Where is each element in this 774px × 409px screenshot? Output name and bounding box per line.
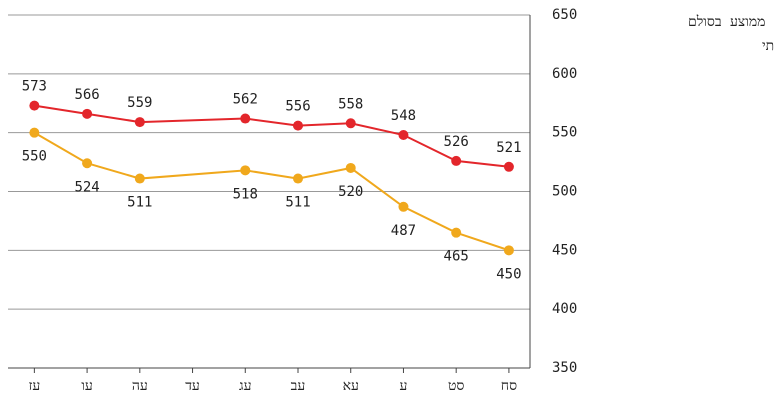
data-point [398,201,409,212]
data-point [134,173,145,184]
data-label: 558 [338,96,363,112]
data-label: 566 [74,87,99,103]
x-tick-label: עא [343,378,359,394]
data-point [82,108,93,119]
x-tick-label: עו [81,378,93,394]
data-point [503,161,514,172]
data-label: 520 [338,184,363,200]
series-line [34,104,510,168]
y-tick-label: 350 [552,360,577,376]
x-tick-label: עד [185,378,200,394]
x-tick-label: עב [291,378,306,394]
data-label: 487 [391,223,416,239]
x-tick-label: עז [28,378,40,394]
data-point [29,127,40,138]
data-point [293,120,303,131]
data-point [398,130,409,141]
data-point [134,117,145,128]
data-label: 526 [444,134,469,150]
chart-subtitle: מיצ"ב רב־שנתי [762,38,774,54]
x-tick-label: סח [501,378,517,394]
data-label: 524 [74,179,99,195]
data-label: 450 [496,266,521,282]
data-label: 511 [285,195,310,211]
data-point [29,100,40,111]
y-tick-label: 550 [552,125,577,141]
data-label: 556 [285,99,310,115]
data-point [345,162,356,173]
x-tick-label: עה [132,378,148,394]
y-tick-label: 450 [552,242,577,258]
data-point [503,245,514,256]
data-label: 465 [444,249,469,265]
data-point [345,118,356,129]
y-tick-label: 600 [552,66,577,82]
data-label: 511 [127,195,152,211]
data-point [240,165,251,176]
y-tick-label: 400 [552,301,577,317]
data-label: 518 [233,186,258,202]
data-point [451,227,462,238]
x-tick-label: סט [448,378,464,394]
data-label: 521 [496,140,521,156]
y-tick-label: 650 [552,7,577,23]
x-tick-label: עג [239,378,252,394]
data-label: 573 [22,79,47,95]
data-point [82,158,93,169]
data-point [451,155,462,166]
data-label: 550 [22,149,47,165]
data-label: 548 [391,108,416,124]
data-label: 562 [233,92,258,108]
chart-title: ממוצע בסולם [688,14,765,30]
x-tick-label: ע [399,378,407,394]
data-label: 559 [127,95,152,111]
y-tick-label: 500 [552,184,577,200]
data-point [293,173,303,184]
data-point [240,113,251,124]
